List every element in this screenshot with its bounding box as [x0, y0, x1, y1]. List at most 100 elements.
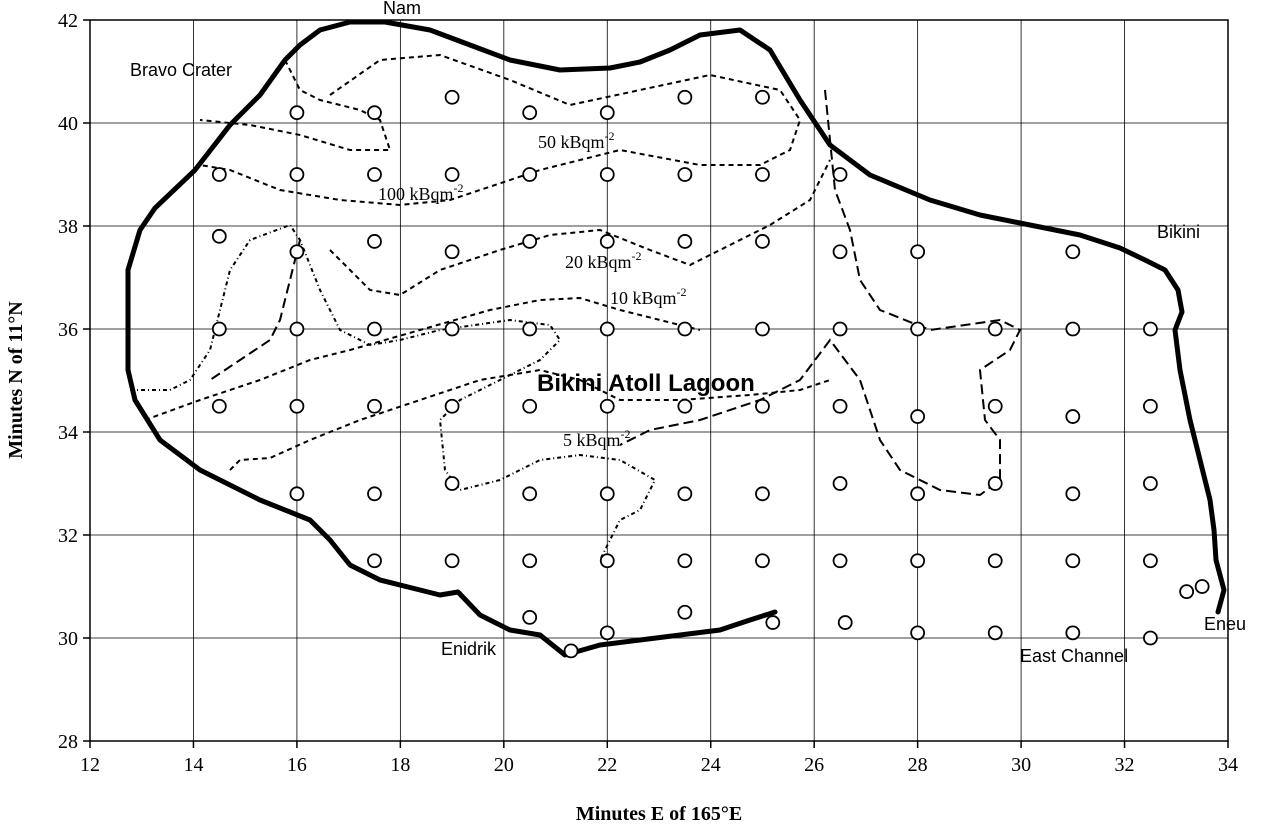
sample-point	[755, 553, 770, 569]
sample-point	[755, 89, 770, 105]
sample-point	[289, 321, 305, 337]
y-tick-label: 30	[58, 628, 78, 650]
contour	[329, 159, 831, 297]
contour-label: 20 kBqm-2	[565, 249, 642, 272]
sample-point	[910, 553, 926, 569]
sample-point	[211, 321, 227, 337]
sample-point	[289, 398, 305, 414]
sample-point	[599, 486, 615, 502]
sample-point	[765, 615, 781, 630]
x-tick-label: 26	[804, 754, 824, 776]
sample-point	[367, 398, 382, 414]
contour-label-text: 10 kBqm	[610, 288, 677, 308]
sample-point	[522, 105, 538, 121]
x-tick-label: 16	[287, 754, 307, 776]
y-tick-label: 32	[58, 525, 78, 547]
sample-point	[444, 476, 460, 491]
sample-point	[522, 321, 538, 337]
x-tick-label: 28	[908, 754, 928, 776]
sample-point	[677, 234, 693, 249]
sample-point	[837, 615, 853, 630]
sample-point	[1065, 321, 1081, 337]
y-tick-label: 36	[58, 319, 78, 341]
sample-point	[522, 486, 538, 502]
y-tick-label: 38	[58, 216, 78, 238]
sample-point	[367, 234, 382, 249]
contour	[209, 239, 301, 381]
sample-point	[987, 476, 1003, 491]
place-label: East Channel	[1020, 646, 1128, 666]
contour-label: 5 kBqm-2	[563, 427, 631, 450]
contour-label: 100 kBqm-2	[378, 181, 464, 204]
place-label: Enidrik	[441, 639, 497, 659]
x-tick-label: 14	[183, 754, 203, 776]
sample-point	[211, 228, 227, 244]
sample-point	[522, 610, 538, 625]
sample-point	[367, 553, 382, 569]
sample-point	[910, 409, 926, 424]
sample-point	[1143, 630, 1158, 646]
sample-point	[832, 167, 848, 182]
sample-point	[755, 321, 770, 337]
lagoon-label: Bikini Atoll Lagoon	[537, 370, 755, 397]
sample-point	[599, 625, 615, 641]
sample-point	[1179, 584, 1195, 600]
contour-label-text: 50 kBqm	[538, 132, 605, 152]
sample-point	[677, 321, 693, 337]
sample-point	[367, 167, 382, 182]
sample-point	[832, 398, 848, 414]
sample-point	[599, 167, 615, 182]
y-tick-label: 34	[58, 422, 78, 444]
sample-point	[1143, 321, 1158, 337]
x-tick-label: 20	[494, 754, 514, 776]
sample-point	[1143, 398, 1158, 414]
contour-label-sup: -2	[454, 181, 464, 195]
x-tick-label: 18	[390, 754, 410, 776]
sample-point	[910, 321, 926, 337]
sample-point	[289, 167, 305, 182]
sample-point	[599, 321, 615, 337]
sample-point	[599, 105, 615, 121]
sample-point	[1065, 553, 1081, 569]
contour	[229, 368, 831, 471]
place-label: Bikini	[1157, 222, 1200, 242]
sample-point	[211, 398, 227, 414]
sample-point	[599, 234, 615, 249]
sample-point	[367, 321, 382, 337]
contour-label-sup: -2	[605, 129, 615, 143]
contour-label-sup: -2	[621, 427, 631, 441]
contour	[199, 53, 802, 207]
sample-point	[677, 553, 693, 569]
sample-point	[910, 486, 926, 502]
contour-label-text: 100 kBqm	[378, 184, 454, 204]
x-tick-label: 22	[597, 754, 617, 776]
sample-point	[987, 625, 1003, 641]
sample-point	[987, 321, 1003, 337]
sample-point	[367, 105, 382, 121]
contour	[144, 296, 701, 421]
sample-point	[755, 486, 770, 502]
x-tick-label: 30	[1011, 754, 1031, 776]
sample-point	[522, 398, 538, 414]
sample-point	[444, 89, 460, 105]
sample-point	[677, 89, 693, 105]
sample-point	[522, 167, 538, 182]
contour	[619, 89, 1022, 497]
sample-point	[755, 234, 770, 249]
sample-point	[211, 167, 227, 182]
sample-point	[367, 486, 382, 502]
sample-point	[289, 105, 305, 121]
sample-point	[1065, 409, 1081, 424]
x-tick-label: 34	[1218, 754, 1238, 776]
sample-point	[755, 167, 770, 182]
sample-point	[677, 486, 693, 502]
atoll-outline	[125, 267, 778, 658]
x-tick-label: 32	[1115, 754, 1135, 776]
sample-point	[522, 234, 538, 249]
contour	[199, 59, 392, 151]
sample-point	[599, 398, 615, 414]
sample-point	[832, 476, 848, 491]
contour-label-sup: -2	[632, 249, 642, 263]
